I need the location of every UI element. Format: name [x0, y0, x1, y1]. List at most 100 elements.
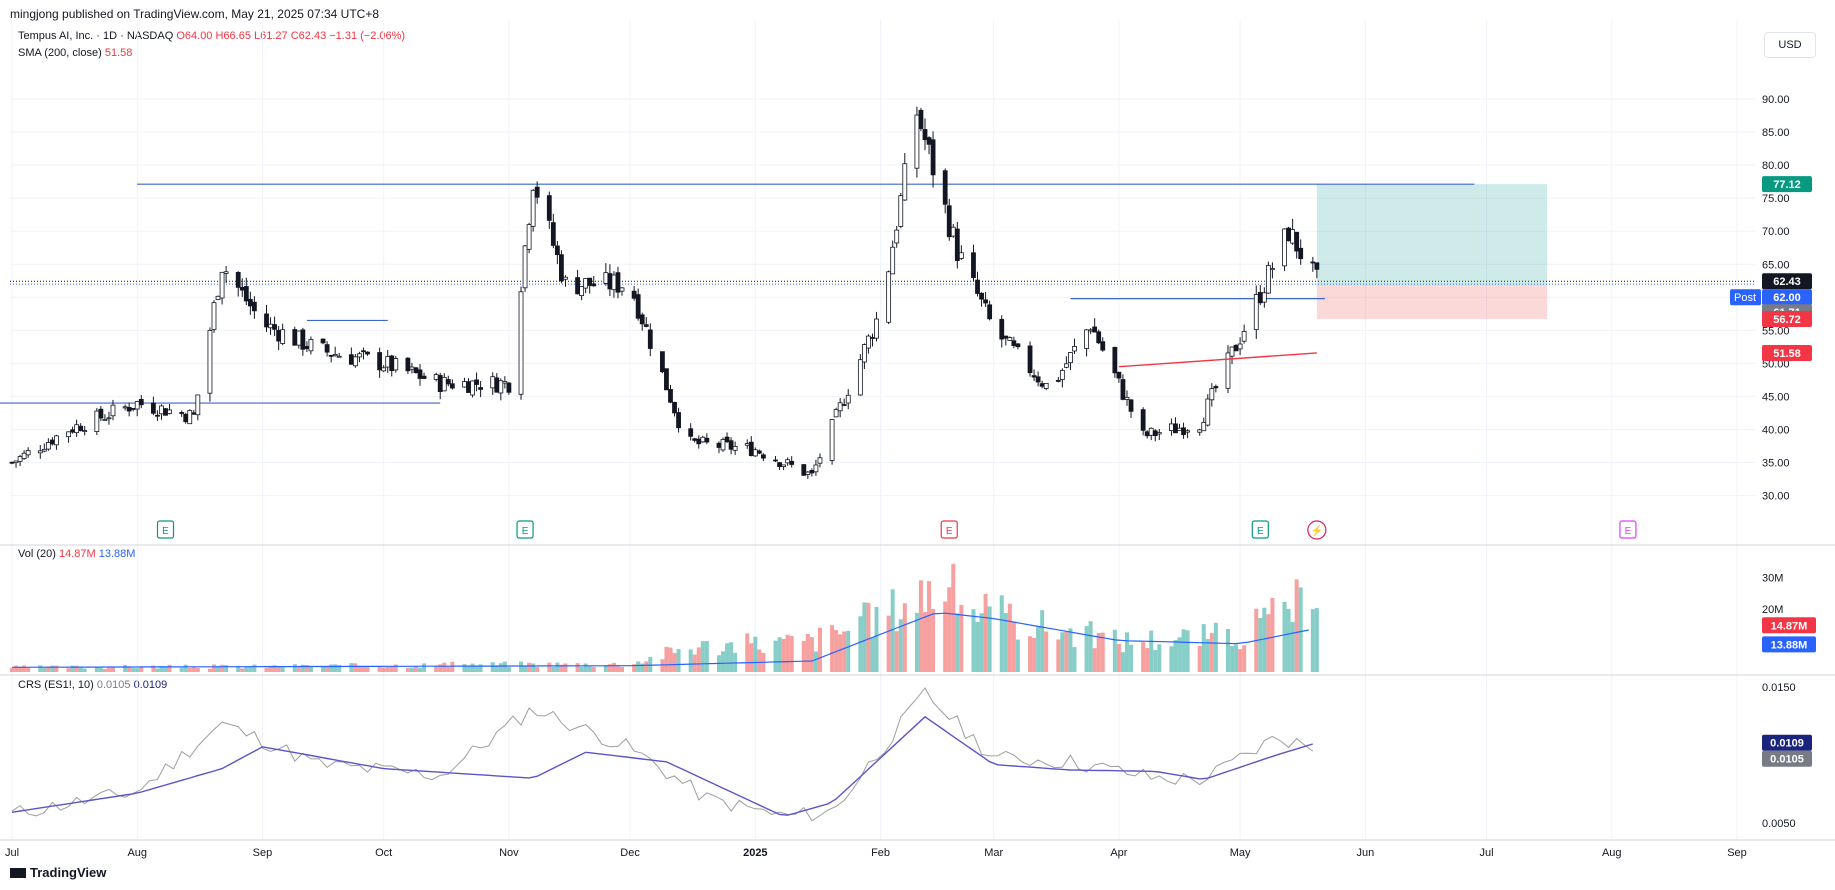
volume-bar — [211, 664, 216, 672]
volume-bar — [151, 665, 156, 672]
position-target-zone[interactable] — [1316, 184, 1548, 287]
candle-body — [615, 272, 621, 293]
candle-body — [1124, 396, 1130, 400]
time-tick-label: Jun — [1356, 847, 1374, 859]
volume-bar — [377, 667, 382, 672]
volume-bar — [1314, 607, 1319, 672]
earnings-marker[interactable] — [516, 520, 534, 539]
volume-bar — [1234, 644, 1239, 672]
candle-body — [506, 382, 512, 393]
volume-bar — [858, 616, 863, 672]
volume-bar — [14, 665, 19, 672]
candle-body — [106, 417, 112, 420]
volume-bar — [1112, 629, 1117, 672]
volume-bar — [660, 659, 665, 672]
volume-bar — [195, 667, 200, 672]
candle-body — [389, 355, 395, 372]
volume-bar — [139, 666, 144, 672]
volume-bar — [1124, 632, 1129, 672]
price-tick-label: 85.00 — [1762, 127, 1790, 139]
candle-body — [837, 402, 843, 412]
event-marker-label: ⚡ — [1311, 524, 1323, 537]
candle-body — [9, 461, 15, 464]
candle-body — [902, 163, 908, 201]
volume-bar — [1282, 601, 1287, 672]
volume-bar — [268, 665, 273, 672]
time-tick-label: Sep — [1727, 847, 1747, 859]
candle-body — [296, 330, 302, 346]
volume-bar — [668, 647, 673, 672]
symbol-line[interactable]: Tempus AI, Inc. · 1D · NASDAQ — [18, 30, 174, 42]
earnings-marker[interactable] — [940, 520, 958, 539]
sma-legend[interactable]: SMA (200, close) 51.58 — [18, 47, 132, 59]
price-tick-label: 35.00 — [1762, 458, 1790, 470]
volume-bar — [248, 666, 253, 672]
volume-bar — [1213, 622, 1218, 672]
candle-body — [163, 408, 168, 416]
volume-bar — [304, 665, 309, 672]
candle-body — [498, 380, 504, 394]
candle-body — [66, 431, 71, 438]
candle-body — [579, 286, 585, 297]
candle-body — [1265, 265, 1271, 294]
candle-body — [474, 379, 479, 385]
volume-bar — [1064, 631, 1069, 672]
volume-bar — [26, 667, 31, 672]
crs-legend[interactable]: CRS (ES1!, 10) 0.0105 0.0109 — [18, 679, 167, 691]
volume-bar — [292, 664, 297, 672]
volume-bar — [664, 646, 669, 672]
volume-bar — [527, 662, 532, 672]
volume-bar — [805, 633, 810, 672]
earnings-marker[interactable] — [1619, 520, 1637, 539]
volume-bar — [106, 667, 111, 672]
candle-body — [563, 276, 568, 280]
candle-body — [223, 271, 229, 274]
volume-bar — [547, 662, 552, 672]
candle-body — [300, 329, 306, 350]
volume-bar — [1032, 637, 1037, 672]
candle-body — [449, 383, 455, 389]
candle-body — [502, 381, 508, 384]
currency-button[interactable]: USD — [1764, 32, 1816, 58]
candle-body — [381, 367, 387, 372]
candle-body — [1027, 345, 1033, 374]
volume-bar — [466, 666, 471, 672]
time-tick-label: Dec — [620, 847, 640, 859]
volume-bar — [409, 667, 414, 672]
price-tick-label: 75.00 — [1762, 193, 1790, 205]
earnings-marker[interactable] — [156, 520, 175, 539]
volume-bar — [321, 665, 326, 672]
time-tick-label: Nov — [499, 847, 519, 859]
volume-bar — [842, 631, 847, 672]
volume-bar — [830, 625, 835, 672]
volume-bar — [927, 581, 932, 672]
volume-bar — [240, 668, 245, 672]
volume-bar — [1205, 639, 1210, 672]
volume-bar — [167, 664, 172, 672]
volume-bar — [583, 663, 588, 672]
volume-bar — [692, 654, 697, 672]
volume-bar — [559, 664, 564, 672]
volume-bar — [1120, 652, 1125, 672]
candle-body — [1015, 343, 1021, 348]
earnings-marker-label: E — [522, 526, 529, 537]
position-stop-zone[interactable] — [1316, 286, 1548, 319]
volume-bar — [155, 668, 160, 672]
candle-body — [1261, 292, 1267, 303]
volume-bar — [74, 665, 79, 672]
candle-body — [550, 222, 556, 246]
candle-body — [886, 271, 892, 323]
candle-body — [526, 224, 532, 250]
candle-body — [1092, 326, 1098, 333]
tradingview-logo-icon — [10, 868, 26, 878]
sma-price-label-bg — [1762, 344, 1812, 361]
volume-bar — [127, 666, 132, 672]
candle-body — [720, 439, 726, 451]
dividend-event-icon[interactable] — [1307, 520, 1327, 540]
volume-legend[interactable]: Vol (20) 14.87M 13.88M — [18, 548, 135, 560]
tradingview-logo[interactable]: TradingView — [10, 865, 106, 880]
earnings-marker[interactable] — [1251, 520, 1269, 539]
volume-bar — [38, 665, 43, 672]
time-tick-label: Mar — [984, 847, 1003, 859]
